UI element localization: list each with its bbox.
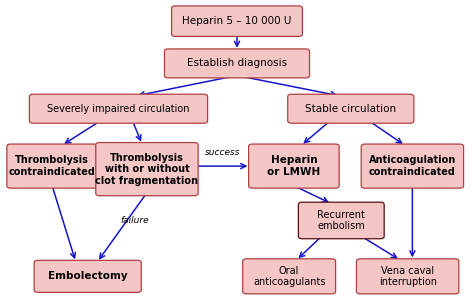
- Text: Oral
anticoagulants: Oral anticoagulants: [253, 265, 325, 287]
- Text: Vena caval
interruption: Vena caval interruption: [379, 265, 437, 287]
- FancyBboxPatch shape: [164, 49, 310, 78]
- Text: failure: failure: [121, 216, 149, 225]
- FancyBboxPatch shape: [29, 94, 208, 123]
- Text: Thrombolysis
contraindicated: Thrombolysis contraindicated: [9, 155, 96, 177]
- Text: Heparin
or LMWH: Heparin or LMWH: [267, 155, 320, 177]
- FancyBboxPatch shape: [34, 260, 141, 292]
- Text: Embolectomy: Embolectomy: [48, 271, 128, 281]
- Text: success: success: [205, 148, 240, 157]
- FancyBboxPatch shape: [356, 259, 459, 294]
- FancyBboxPatch shape: [248, 144, 339, 188]
- FancyBboxPatch shape: [243, 259, 336, 294]
- Text: Stable circulation: Stable circulation: [305, 104, 396, 114]
- FancyBboxPatch shape: [299, 202, 384, 239]
- FancyBboxPatch shape: [172, 6, 302, 36]
- FancyBboxPatch shape: [288, 94, 414, 123]
- Text: Establish diagnosis: Establish diagnosis: [187, 58, 287, 69]
- Text: Heparin 5 – 10 000 U: Heparin 5 – 10 000 U: [182, 16, 292, 26]
- FancyBboxPatch shape: [96, 143, 198, 196]
- Text: Recurrent
embolism: Recurrent embolism: [317, 210, 365, 231]
- FancyBboxPatch shape: [361, 144, 464, 188]
- Text: Thrombolysis
with or without
clot fragmentation: Thrombolysis with or without clot fragme…: [95, 153, 199, 186]
- FancyBboxPatch shape: [7, 144, 98, 188]
- Text: Anticoagulation
contraindicated: Anticoagulation contraindicated: [369, 155, 456, 177]
- Text: Severely impaired circulation: Severely impaired circulation: [47, 104, 190, 114]
